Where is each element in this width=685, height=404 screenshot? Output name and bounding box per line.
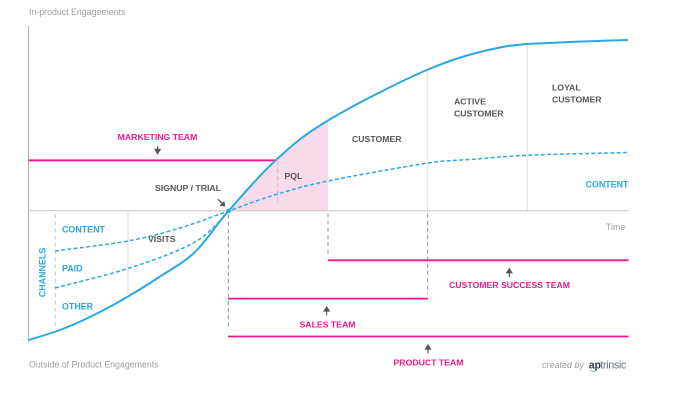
svg-text:created by: created by [542,360,585,370]
svg-text:trinsic: trinsic [600,359,627,371]
svg-text:LOYAL: LOYAL [552,83,581,93]
svg-text:ACTIVE: ACTIVE [454,97,486,107]
svg-text:In-product Engagements: In-product Engagements [29,7,126,17]
svg-text:MARKETING TEAM: MARKETING TEAM [118,132,198,142]
svg-text:SIGNUP / TRIAL: SIGNUP / TRIAL [155,183,222,193]
svg-text:Time: Time [606,222,625,232]
svg-text:OTHER: OTHER [62,302,94,312]
svg-text:PAID: PAID [62,264,83,274]
svg-text:CONTENT: CONTENT [586,180,629,190]
svg-text:CUSTOMER: CUSTOMER [552,95,602,105]
svg-text:VISITS: VISITS [148,234,176,244]
svg-text:Outside of Product Engagements: Outside of Product Engagements [29,360,159,370]
svg-text:CUSTOMER SUCCESS TEAM: CUSTOMER SUCCESS TEAM [449,280,570,290]
svg-text:ap: ap [589,359,602,371]
svg-text:CONTENT: CONTENT [62,225,105,235]
svg-text:CUSTOMER: CUSTOMER [454,109,504,119]
svg-text:CUSTOMER: CUSTOMER [352,134,402,144]
svg-text:PQL: PQL [285,171,304,181]
svg-text:PRODUCT TEAM: PRODUCT TEAM [394,358,464,368]
svg-text:SALES TEAM: SALES TEAM [300,320,356,330]
svg-text:CHANNELS: CHANNELS [37,248,47,297]
